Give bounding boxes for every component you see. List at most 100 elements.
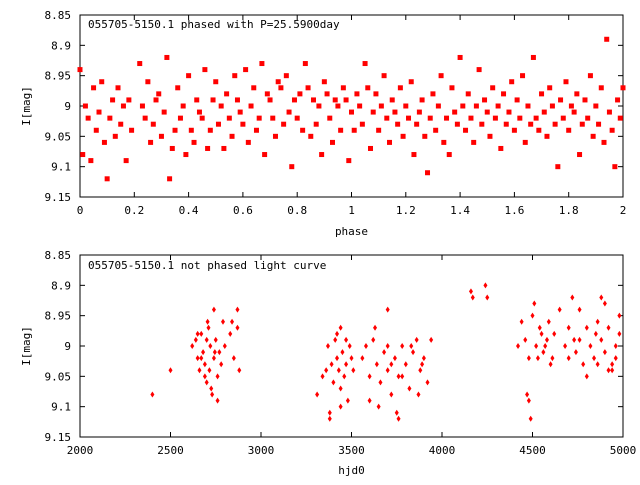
data-point bbox=[371, 337, 375, 343]
data-point bbox=[281, 122, 286, 127]
data-point bbox=[169, 367, 173, 373]
data-point bbox=[213, 79, 218, 84]
data-point bbox=[154, 97, 159, 102]
data-point bbox=[386, 367, 390, 373]
data-point bbox=[397, 416, 401, 422]
chart-title: 055705-5150.1 not phased light curve bbox=[88, 259, 326, 272]
data-point bbox=[561, 116, 566, 121]
data-point bbox=[199, 355, 203, 361]
data-point bbox=[389, 392, 393, 398]
data-point bbox=[493, 116, 498, 121]
data-point bbox=[194, 337, 198, 343]
data-point bbox=[588, 343, 592, 349]
data-point bbox=[212, 355, 216, 361]
data-point bbox=[268, 97, 273, 102]
data-point bbox=[221, 146, 226, 151]
data-point bbox=[534, 116, 539, 121]
data-point bbox=[614, 355, 618, 361]
data-point bbox=[235, 97, 240, 102]
data-point bbox=[227, 116, 232, 121]
data-point bbox=[202, 67, 207, 72]
data-point bbox=[543, 343, 547, 349]
data-point bbox=[205, 379, 209, 385]
data-point bbox=[333, 337, 337, 343]
y-tick-label: 9.1 bbox=[51, 161, 71, 174]
data-point bbox=[196, 331, 200, 337]
y-tick-label: 8.9 bbox=[51, 279, 71, 292]
data-point bbox=[151, 122, 156, 127]
data-point bbox=[599, 337, 603, 343]
data-point bbox=[97, 110, 102, 115]
data-point bbox=[379, 104, 384, 109]
data-point bbox=[363, 61, 368, 66]
data-point bbox=[315, 392, 319, 398]
data-point bbox=[566, 128, 571, 133]
data-point bbox=[377, 404, 381, 410]
data-point bbox=[621, 85, 626, 90]
data-point bbox=[390, 97, 395, 102]
data-point bbox=[578, 307, 582, 313]
data-point bbox=[80, 152, 85, 157]
x-tick-label: 2000 bbox=[67, 444, 94, 457]
data-point bbox=[582, 97, 587, 102]
data-point bbox=[331, 379, 335, 385]
data-point bbox=[536, 355, 540, 361]
data-point bbox=[197, 367, 201, 373]
data-point bbox=[116, 85, 121, 90]
data-point bbox=[340, 349, 344, 355]
data-point bbox=[612, 164, 617, 169]
data-point bbox=[418, 367, 422, 373]
data-point bbox=[531, 55, 536, 60]
data-point bbox=[382, 349, 386, 355]
data-point bbox=[326, 343, 330, 349]
data-point bbox=[224, 91, 229, 96]
data-point bbox=[339, 385, 343, 391]
data-point bbox=[170, 146, 175, 151]
data-point bbox=[365, 85, 370, 90]
data-point bbox=[254, 128, 259, 133]
data-point bbox=[199, 331, 203, 337]
data-point bbox=[547, 85, 552, 90]
data-point bbox=[232, 355, 236, 361]
data-point bbox=[544, 134, 549, 139]
data-point bbox=[278, 85, 283, 90]
data-point bbox=[401, 134, 406, 139]
data-point bbox=[238, 110, 243, 115]
data-point bbox=[339, 404, 343, 410]
data-point bbox=[346, 158, 351, 163]
data-point bbox=[289, 164, 294, 169]
data-point bbox=[428, 116, 433, 121]
data-point bbox=[425, 170, 430, 175]
x-tick-label: 1 bbox=[348, 204, 355, 217]
data-point bbox=[596, 122, 601, 127]
data-point bbox=[189, 128, 194, 133]
data-point bbox=[485, 110, 490, 115]
data-point bbox=[452, 110, 457, 115]
data-point bbox=[212, 307, 216, 313]
data-point bbox=[150, 392, 154, 398]
data-point bbox=[534, 343, 538, 349]
data-point bbox=[360, 355, 364, 361]
data-point bbox=[330, 361, 334, 367]
data-point bbox=[178, 116, 183, 121]
y-tick-label: 8.95 bbox=[45, 70, 72, 83]
data-point bbox=[558, 97, 563, 102]
data-point bbox=[420, 97, 425, 102]
data-point bbox=[607, 110, 612, 115]
data-point bbox=[321, 373, 325, 379]
data-point bbox=[553, 122, 558, 127]
data-point bbox=[230, 319, 234, 325]
data-point bbox=[527, 355, 531, 361]
data-point bbox=[354, 91, 359, 96]
data-point bbox=[118, 122, 123, 127]
data-point bbox=[91, 85, 96, 90]
data-point bbox=[520, 73, 525, 78]
data-point bbox=[368, 373, 372, 379]
data-point bbox=[284, 73, 289, 78]
data-point bbox=[216, 373, 220, 379]
data-point bbox=[614, 343, 618, 349]
data-point bbox=[386, 343, 390, 349]
data-point bbox=[516, 343, 520, 349]
data-point bbox=[541, 349, 545, 355]
data-point bbox=[506, 110, 511, 115]
